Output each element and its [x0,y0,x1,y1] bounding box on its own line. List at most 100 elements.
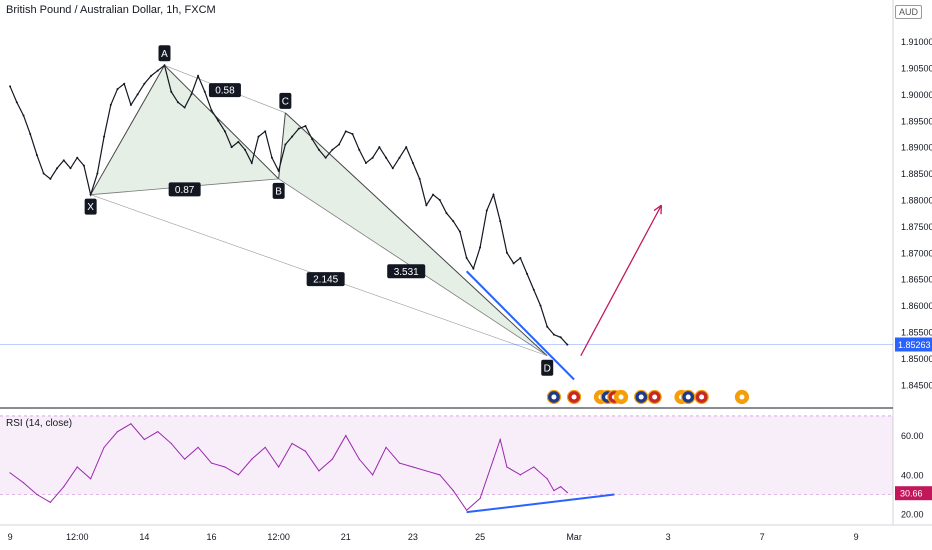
event-marker-dot [685,394,691,400]
time-axis-tick-label: 12:00 [267,532,290,542]
price-point [96,172,99,175]
rsi-point [251,458,253,460]
rsi-point [345,434,347,437]
pattern-point-box [272,182,285,199]
price-point [230,146,233,149]
price-point [170,90,173,93]
price-point [479,246,482,249]
price-axis-tick-label: 1.85000 [901,354,932,364]
rsi-point [210,462,213,464]
current-price-tag [895,337,932,352]
chart-title: British Pound / Australian Dollar, 1h, F… [6,4,216,16]
rsi-point [22,482,25,484]
currency-label[interactable]: AUD [895,5,923,19]
axes: 1.91000 1.90500 1.90000 1.89500 1.89000 1.885… [8,37,932,542]
pattern-point-label: B [275,186,282,197]
ratio-label: 3.531 [394,267,419,278]
price-point [458,230,461,233]
event-marker-dot [699,394,705,400]
price-point [432,193,435,196]
price-point [183,106,186,109]
price-point [438,198,441,201]
rsi-point [412,466,414,468]
rsi-point [264,446,266,448]
pattern-leg-cd [285,112,548,357]
price-axis-tick-label: 1.86000 [901,301,932,311]
price-point [344,130,347,133]
price-point [35,154,38,157]
price-point [297,127,300,130]
rsi-point [36,493,38,496]
rsi-point [560,486,562,488]
ratio-label-box [208,83,241,98]
pattern-point-box [84,198,97,215]
current-price-label: 1.85263 [898,340,931,350]
price-point [76,156,79,159]
price-point [304,125,307,128]
rsi-point [331,458,333,460]
ratio-label: 0.87 [175,185,195,196]
rsi-point [278,466,280,468]
rsi-point [452,489,454,492]
price-axis-tick-label: 1.84500 [901,380,932,390]
price-point [22,114,25,117]
projection-arrowhead-right [653,204,662,212]
rsi-point [304,450,307,452]
rsi-current-label: 30.66 [900,489,923,499]
price-point [9,85,12,88]
time-axis-tick-label: 23 [408,532,418,542]
time-axis-tick-label: 16 [206,532,216,542]
rsi-point [224,466,226,468]
price-point [237,140,240,143]
pattern-point-box [158,45,171,62]
price-series-line [9,64,568,346]
price-point [324,156,327,159]
pattern-point-box [279,92,292,109]
rsi-point [439,474,441,476]
price-point [197,74,200,77]
price-point [109,103,112,106]
price-point [499,220,502,223]
price-axis-tick-label: 1.87500 [901,222,932,232]
price-point [250,162,253,164]
price-point [371,156,374,159]
rsi-point [90,478,92,480]
rsi-point [479,497,481,500]
pattern-triangle-bcd [278,112,548,356]
event-marker-dot [618,394,624,400]
price-point [291,135,294,138]
price-point [559,336,562,339]
price-point [103,135,106,138]
price-point [405,146,408,149]
price-axis-tick-label: 1.88500 [901,169,932,179]
rsi-point [76,466,78,468]
pattern-leg-xa [90,65,165,195]
price-point [452,220,455,223]
price-point [82,164,85,167]
price-point [317,148,320,151]
price-point [465,257,468,260]
pattern-leg-ab [164,64,279,180]
rsi-point [157,431,159,433]
price-point [492,193,495,196]
price-point [123,82,126,85]
price-point [364,162,367,164]
pattern-point-box [541,359,554,376]
rsi-point [197,446,199,448]
price-point [29,132,32,135]
price-point [311,138,314,141]
price-point [163,64,166,67]
rsi-axis-tick-label: 60.00 [901,431,924,441]
ratio-label-box [387,264,426,279]
price-point [223,130,226,133]
price-point [331,148,334,151]
price-point [217,119,220,122]
time-axis-tick-label: 14 [139,532,149,542]
time-axis-tick-label: 21 [341,532,351,542]
event-marker-dot [571,394,577,400]
event-marker-dot [652,394,658,400]
ratio-label-box [306,272,345,287]
rsi-point [49,501,51,503]
price-point [49,177,52,180]
